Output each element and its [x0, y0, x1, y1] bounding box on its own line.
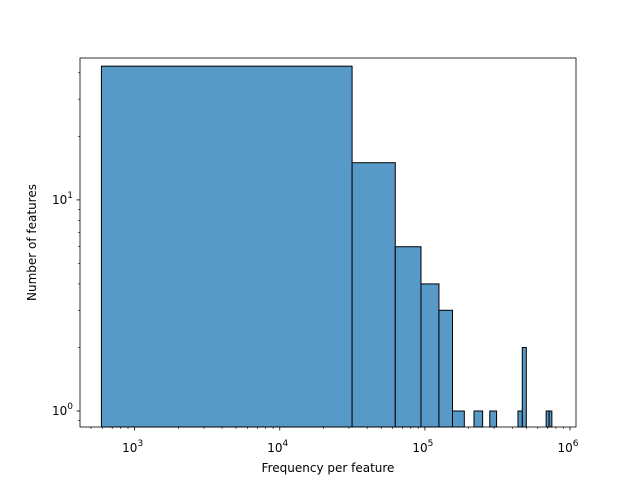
histogram-bar-7 [489, 410, 498, 428]
histogram-bar-2 [394, 246, 422, 428]
x-tick-label-1: 104 [267, 439, 288, 455]
histogram-bar-6 [473, 410, 484, 428]
histogram-bar-4 [438, 309, 454, 428]
plot-frame [79, 57, 577, 428]
x-axis-ticks: 103 104 105 106 [90, 427, 579, 455]
histogram-bar-1 [351, 162, 396, 428]
y-tick-label-0: 100 [52, 402, 73, 418]
x-axis-label: Frequency per feature [262, 461, 395, 475]
histogram-bar-9 [521, 346, 527, 428]
bars-group [100, 65, 553, 428]
y-axis-ticks: 100 101 [52, 72, 80, 421]
histogram-bar-3 [420, 283, 440, 428]
histogram-bar-0 [100, 65, 353, 428]
y-tick-label-1: 101 [52, 191, 73, 207]
y-axis-label: Number of features [25, 184, 39, 301]
x-tick-label-0: 103 [122, 439, 143, 455]
x-tick-label-3: 106 [557, 439, 578, 455]
histogram-bar-11 [548, 410, 553, 428]
histogram-bar-5 [452, 410, 465, 428]
x-tick-label-2: 105 [412, 439, 433, 455]
histogram-bar-8 [517, 410, 523, 428]
